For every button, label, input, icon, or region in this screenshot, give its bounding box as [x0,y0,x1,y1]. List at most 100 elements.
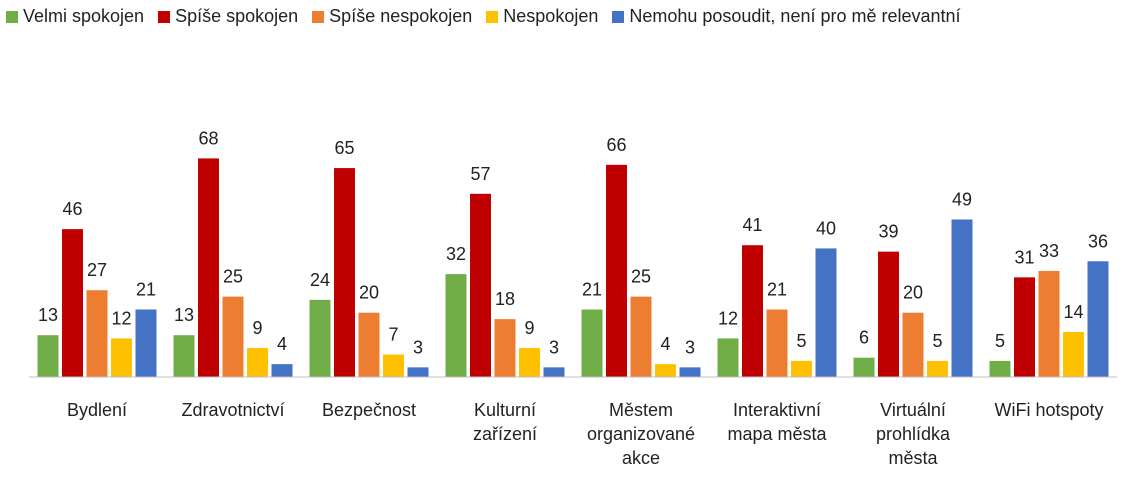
x-tick-label: Kulturní [474,400,536,420]
bar [989,360,1011,377]
bar [543,367,565,377]
value-label: 57 [470,164,490,184]
legend-swatch [6,10,18,23]
value-label: 66 [606,135,626,155]
legend-item: Spíše nespokojen [312,6,472,27]
value-label: 3 [413,337,423,357]
bar [717,338,739,377]
x-tick-label: Městem [609,400,673,420]
value-label: 31 [1014,247,1034,267]
bar [86,290,108,377]
value-label: 65 [334,138,354,158]
value-label: 36 [1088,231,1108,251]
value-label: 3 [685,337,695,357]
bar [37,335,59,377]
value-label: 3 [549,337,559,357]
x-tick-label: akce [622,448,660,468]
value-label: 9 [252,318,262,338]
value-label: 20 [903,283,923,303]
legend-swatch [612,10,625,23]
bar [853,357,875,377]
value-label: 14 [1063,302,1083,322]
bar [927,360,948,377]
bar [173,335,195,377]
x-tick-label: města [888,448,938,468]
bar [742,245,763,377]
bar [198,158,219,377]
legend-item: Spíše spokojen [158,6,298,27]
bar [271,364,293,377]
x-tick-label: prohlídka [876,424,951,444]
legend: Velmi spokojen Spíše spokojen Spíše nespok… [6,6,961,27]
value-label: 6 [859,328,869,348]
value-label: 46 [62,199,82,219]
value-label: 18 [495,289,515,309]
bar [815,248,837,377]
bar [1087,261,1109,377]
x-tick-label: Bydlení [67,400,127,420]
legend-label: Spíše spokojen [175,6,299,26]
bar [135,309,157,377]
legend-swatch [486,10,499,23]
bar [791,360,812,377]
x-tick-label: WiFi hotspoty [994,400,1103,420]
legend-item: Nemohu posoudit, není pro mě relevantní [612,6,961,27]
value-label: 25 [223,267,243,287]
value-label: 68 [198,128,218,148]
legend-item: Nespokojen [486,6,598,27]
value-label: 5 [995,331,1005,351]
bar [494,319,516,377]
value-label: 24 [310,270,330,290]
bar [951,219,973,377]
x-tick-label: zařízení [473,424,537,444]
bar [606,164,627,377]
value-label: 20 [359,283,379,303]
value-label: 12 [718,308,738,328]
value-label: 21 [767,280,787,300]
bar [62,229,83,377]
bar [878,251,899,377]
value-label: 13 [38,305,58,325]
legend-label: Nespokojen [503,6,599,26]
value-label: 33 [1039,241,1059,261]
bar [358,312,380,377]
x-tick-label: Interaktivní [733,400,821,420]
x-tick-label: Zdravotnictví [181,400,284,420]
legend-label: Spíše nespokojen [329,6,473,26]
bar [1014,277,1035,377]
x-tick-label: mapa města [727,424,827,444]
bar [1038,270,1060,377]
bar [222,296,244,377]
value-label: 5 [796,331,806,351]
legend-swatch [158,10,171,23]
bar [766,309,788,377]
bar [470,193,491,377]
value-label: 12 [111,308,131,328]
bar [445,274,467,377]
x-tick-label: Virtuální [880,400,946,420]
value-label: 40 [816,218,836,238]
value-label: 32 [446,244,466,264]
legend-swatch [312,10,325,23]
bar [383,354,404,377]
value-label: 39 [878,222,898,242]
bar [679,367,701,377]
value-label: 7 [388,325,398,345]
bar [407,367,429,377]
value-label: 21 [136,280,156,300]
value-label: 5 [932,331,942,351]
legend-label: Velmi spokojen [23,6,145,26]
bar [581,309,603,377]
x-tick-label: Bezpečnost [322,400,416,420]
value-label: 27 [87,260,107,280]
bar [309,299,331,377]
bar [247,348,268,377]
legend-item: Velmi spokojen [6,6,144,27]
value-label: 41 [742,215,762,235]
value-label: 9 [524,318,534,338]
bar [655,364,676,377]
legend-label: Nemohu posoudit, není pro mě relevantní [629,6,961,26]
value-label: 49 [952,190,972,210]
